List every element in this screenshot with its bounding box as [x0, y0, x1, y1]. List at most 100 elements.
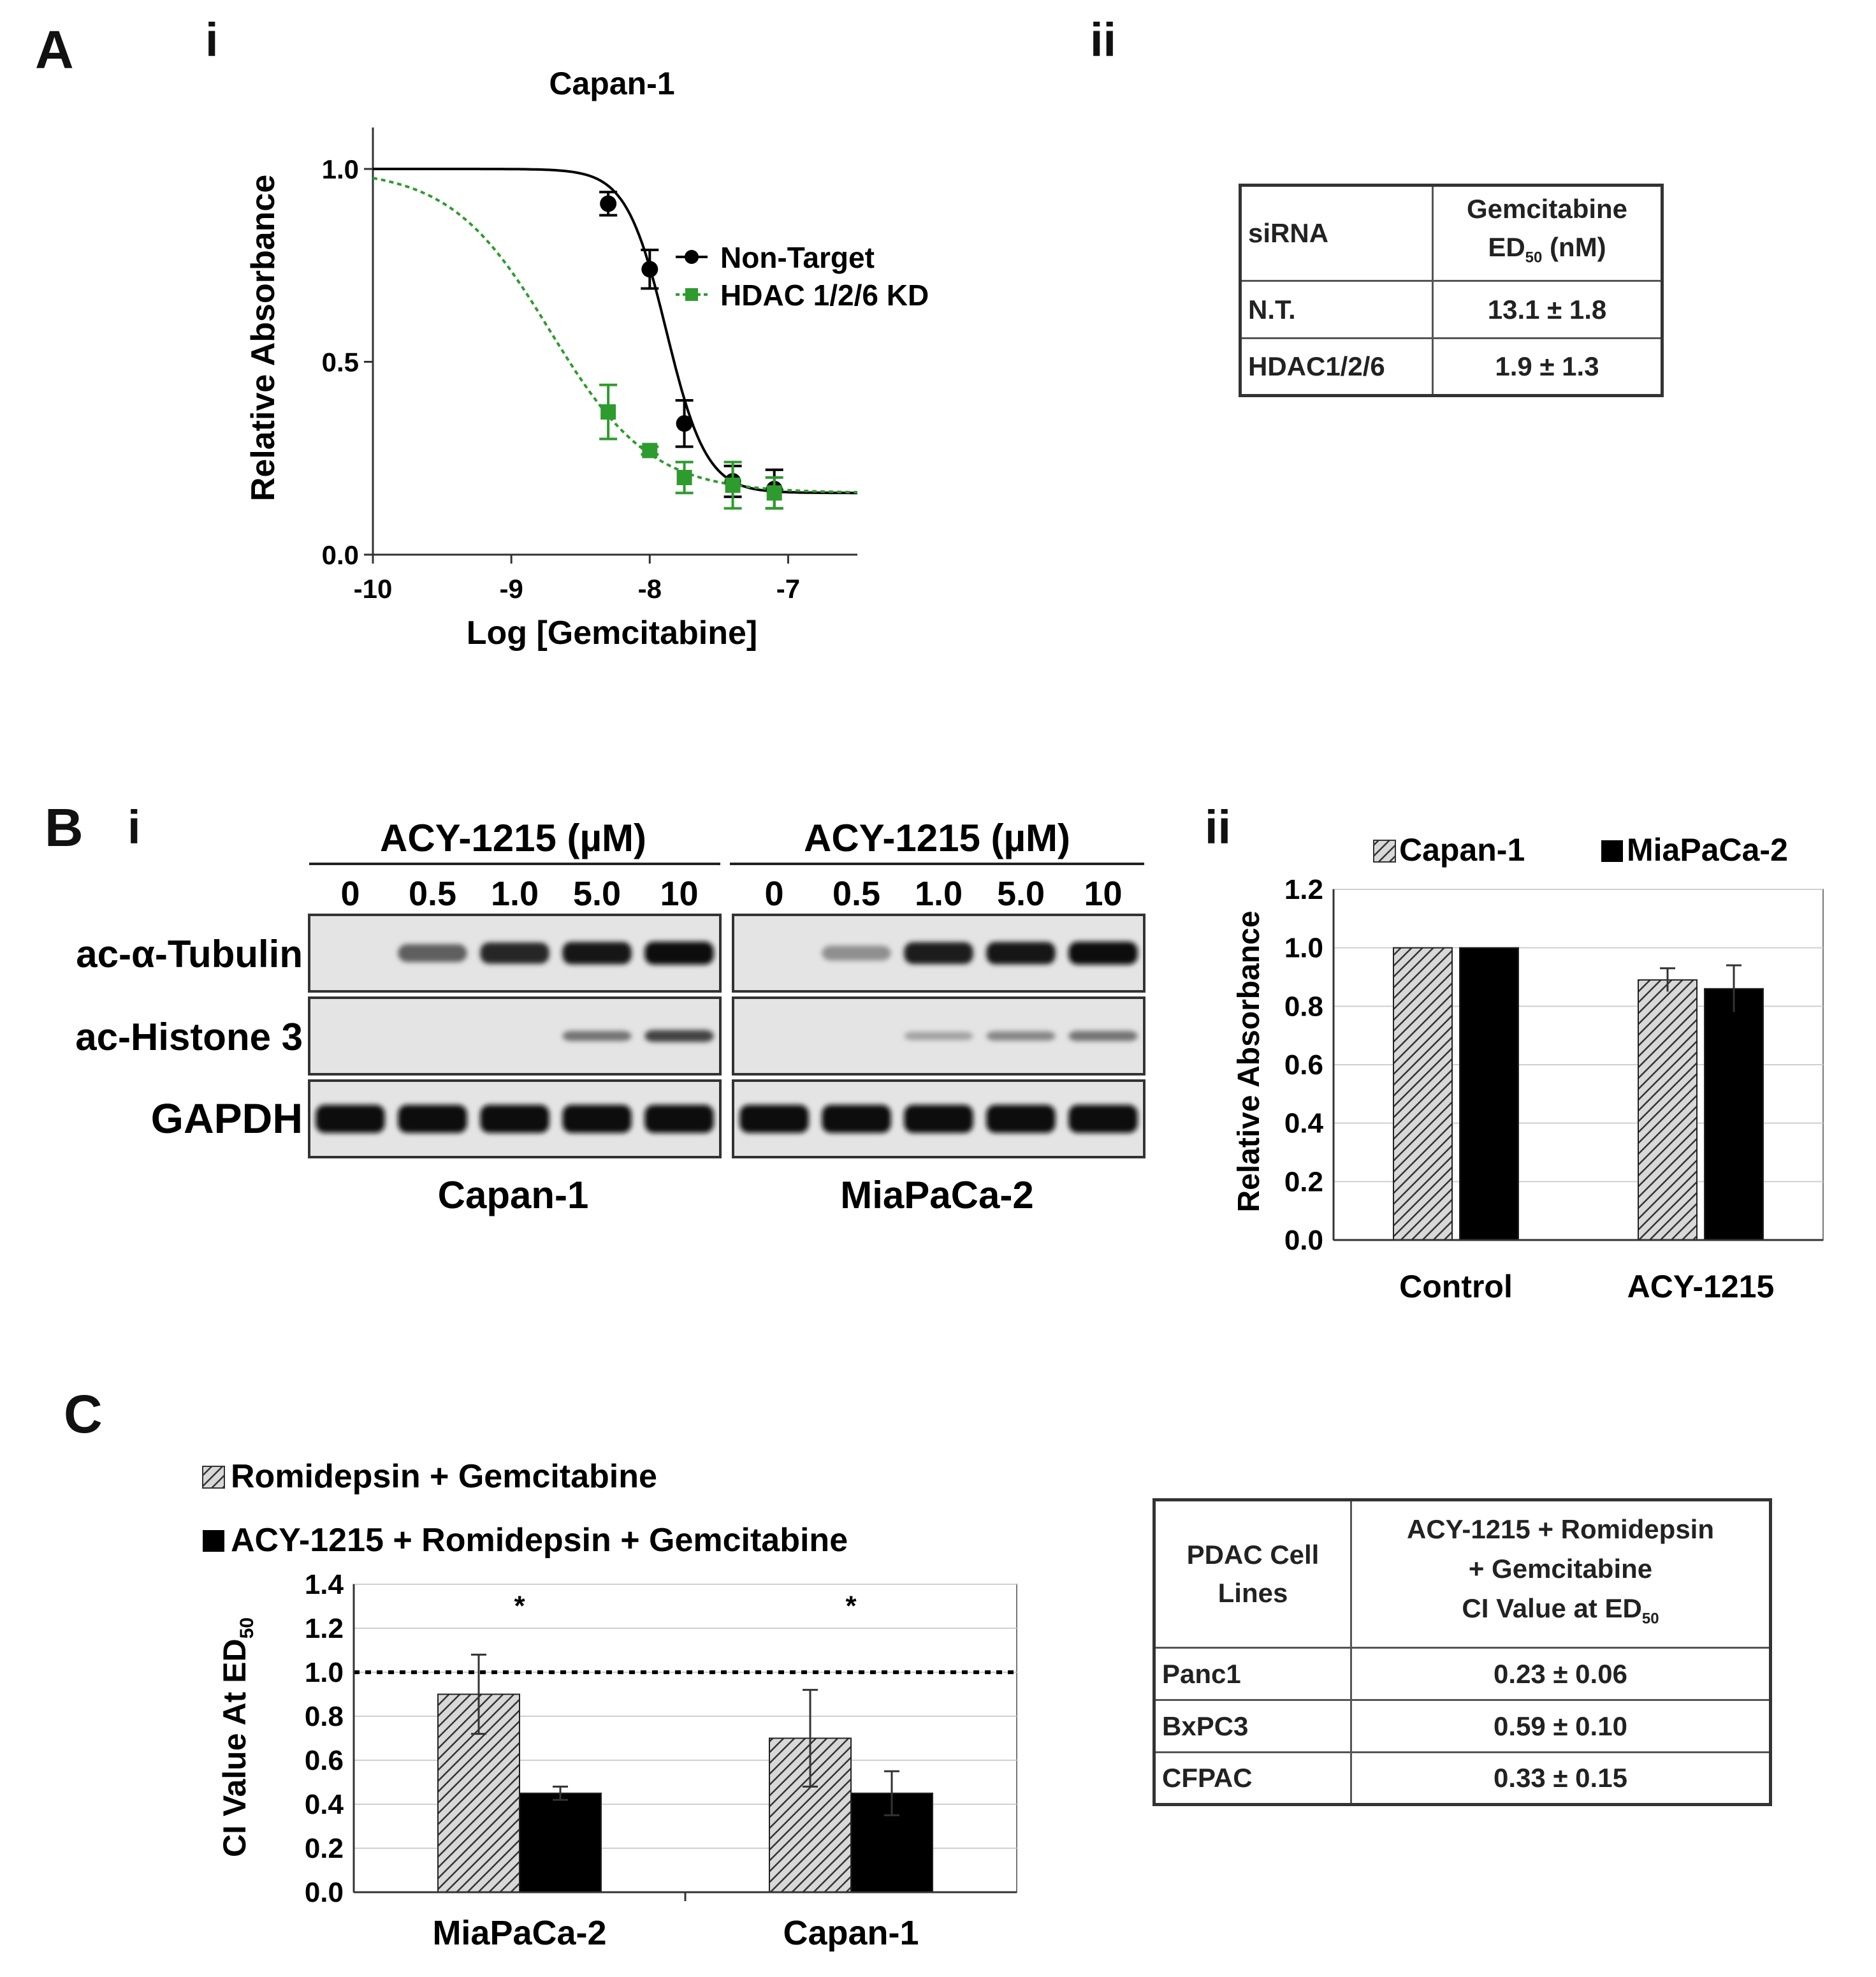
blot-band: [986, 1031, 1056, 1041]
significance-marker: *: [514, 1590, 525, 1621]
bar: [1393, 947, 1453, 1241]
legend-non-target: Non-Target: [720, 241, 875, 274]
y-tick-label: 0.5: [322, 347, 359, 377]
blot-band: [562, 1031, 632, 1041]
blot-band: [644, 1030, 714, 1042]
x-tick-label: -7: [776, 574, 800, 604]
y-tick-label: 0.0: [1284, 1225, 1323, 1256]
x-category-label: Control: [1399, 1269, 1513, 1304]
blot-dose-label: 0.5: [833, 875, 880, 913]
table-header-gemcitabine: Gemcitabine: [1466, 193, 1628, 224]
table-header-subscript: 50: [1641, 1610, 1659, 1628]
y-tick-label: 0.8: [305, 1701, 344, 1732]
y-axis-label-subscript: 50: [236, 1617, 258, 1638]
table-header-ed50: Gemcitabine ED50 (nM): [1432, 184, 1663, 282]
y-tick-label: 0.2: [1284, 1166, 1323, 1197]
table-cell: CFPAC: [1153, 1751, 1352, 1806]
blot-row-label: ac-Histone 3: [75, 1016, 303, 1058]
x-tick-label: -9: [499, 574, 523, 604]
blot-dose-label: 0: [764, 875, 783, 913]
table-cell: 1.9 ± 1.3: [1432, 337, 1663, 397]
legend-swatch-miapaca: [1601, 840, 1623, 862]
blot-dose-label: 1.0: [915, 875, 963, 913]
legend-capan: Capan-1: [1399, 832, 1525, 868]
table-cell: Panc1: [1153, 1647, 1352, 1701]
blot-dose-label: 5.0: [997, 875, 1045, 913]
legend-swatch-capan: [1373, 840, 1396, 863]
panel-b-i-label: i: [127, 801, 141, 854]
ci-value-bar-chart: Romidepsin + Gemcitabine ACY-1215 + Romi…: [202, 1458, 1017, 1952]
blot-dose-label: 0: [340, 875, 360, 913]
x-axis-label: Log [Gemcitabine]: [467, 615, 757, 652]
table-cell: N.T.: [1239, 280, 1434, 339]
table-header-cell-lines: PDAC Cell Lines: [1153, 1499, 1352, 1649]
blot-band: [316, 1105, 385, 1133]
y-tick-label: 0.4: [305, 1789, 344, 1820]
blot-band: [398, 944, 467, 962]
panel-b-ii-label: ii: [1205, 801, 1232, 854]
blot-dose-label: 0.5: [409, 875, 456, 913]
y-axis-label: Relative Absorbance: [245, 175, 282, 501]
y-tick-label: 0.6: [1284, 1049, 1323, 1081]
western-blot: ACY-1215 (µM) ACY-1215 (µM) 0 0.5 1.0 5.0 10…: [75, 817, 1145, 1216]
data-point: [642, 442, 658, 458]
table-cell: 0.33 ± 0.15: [1350, 1751, 1771, 1806]
panel-a-label: A: [35, 20, 74, 80]
blot-row-label: GAPDH: [151, 1095, 303, 1142]
blot-band: [1068, 942, 1138, 965]
data-point: [676, 415, 693, 432]
y-tick-label: 0.2: [305, 1833, 344, 1864]
y-tick-label: 1.2: [305, 1613, 344, 1644]
table-header-unit: (nM): [1550, 231, 1606, 262]
blot-band: [398, 1105, 467, 1133]
ed50-table: siRNA Gemcitabine ED50 (nM) N.T. 13.1 ± …: [1239, 184, 1664, 397]
data-point: [725, 478, 741, 493]
bar: [1704, 988, 1764, 1241]
blot-dose-label: 10: [660, 875, 698, 913]
panel-a-i-label: i: [205, 13, 219, 66]
fit-curve-1: [372, 177, 858, 494]
table-header-line: PDAC Cell: [1186, 1540, 1320, 1570]
bar: [1459, 947, 1519, 1241]
x-category-label: ACY-1215: [1627, 1269, 1775, 1304]
table-header-sirna: siRNA: [1239, 184, 1434, 282]
x-tick-label: -8: [638, 574, 662, 604]
blot-cell-line-capan: Capan-1: [438, 1174, 589, 1216]
legend-marker-non-target: [685, 250, 699, 264]
legend-marker-hdac-kd: [685, 288, 698, 301]
blot-band: [904, 1105, 973, 1133]
blot-band: [822, 945, 891, 961]
blot-dose-label: 1.0: [491, 875, 539, 913]
y-axis-label-text: CI Value At ED: [217, 1638, 252, 1857]
relative-absorbance-bar-chart: Capan-1 MiaPaCa-2 0.00.20.40.60.81.01.2 …: [1232, 832, 1824, 1304]
blot-band: [822, 1105, 891, 1133]
legend: Romidepsin + Gemcitabine ACY-1215 + Romi…: [202, 1458, 848, 1559]
legend-hdac-kd: HDAC 1/2/6 KD: [720, 279, 929, 312]
y-tick-label: 1.0: [305, 1657, 344, 1688]
blot-band: [739, 1105, 809, 1133]
blot-band: [644, 1105, 714, 1133]
chart-title: Capan-1: [549, 66, 674, 101]
x-category-label: MiaPaCa-2: [432, 1914, 606, 1952]
legend-romidepsin: Romidepsin + Gemcitabine: [231, 1458, 657, 1495]
blot-band: [562, 1105, 632, 1133]
panel-c-label: C: [64, 1384, 103, 1444]
legend: Non-Target HDAC 1/2/6 KD: [676, 241, 929, 312]
fit-curve-0: [373, 168, 857, 495]
legend-miapaca: MiaPaCa-2: [1627, 832, 1788, 868]
table-cell: 0.23 ± 0.06: [1350, 1647, 1771, 1701]
table-header-line: ACY-1215 + Romidepsin: [1407, 1514, 1714, 1544]
legend-acy-combo: ACY-1215 + Romidepsin + Gemcitabine: [231, 1522, 848, 1559]
blot-band: [986, 1105, 1056, 1133]
data-point: [676, 470, 692, 485]
blot-band: [562, 942, 632, 965]
table-cell: HDAC1/2/6: [1239, 337, 1434, 397]
blot-cell-line-miapaca: MiaPaCa-2: [840, 1174, 1033, 1216]
data-point: [600, 404, 616, 420]
y-tick-label: 0.0: [305, 1877, 344, 1908]
blot-band: [644, 942, 714, 965]
bar: [1638, 979, 1698, 1241]
panel-b-label: B: [45, 798, 84, 857]
table-cell: 0.59 ± 0.10: [1350, 1699, 1771, 1753]
table-header-line: Lines: [1218, 1578, 1288, 1608]
